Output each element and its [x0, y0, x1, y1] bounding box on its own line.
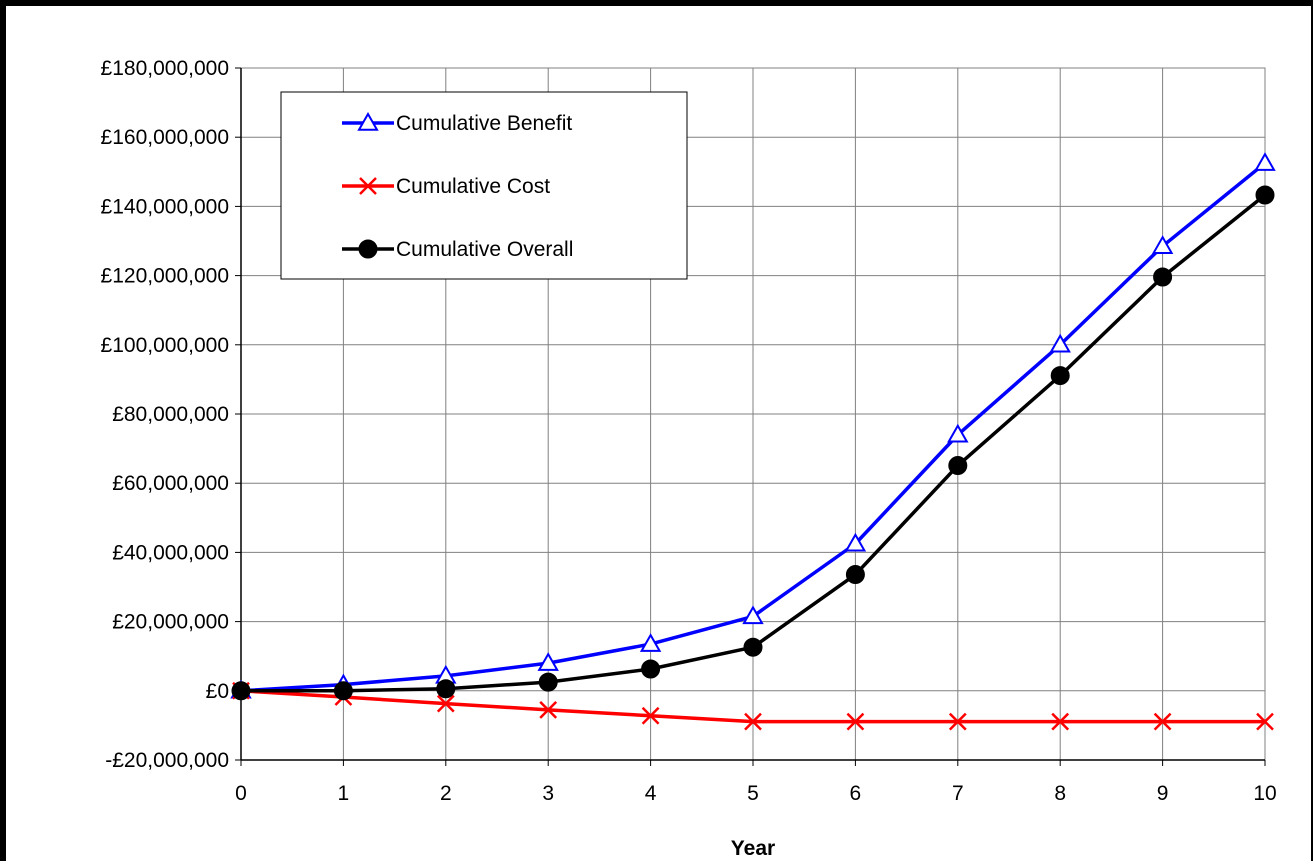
cumulative-overall-point — [641, 659, 661, 679]
cumulative-overall-series — [231, 185, 1275, 701]
y-tick-label: £140,000,000 — [101, 195, 229, 218]
x-marker-stroke — [539, 700, 558, 719]
x-tick-label: 8 — [1054, 782, 1066, 805]
x-tick-label: 7 — [952, 782, 964, 805]
cumulative-cost-point — [846, 712, 865, 731]
cumulative-benefit-point — [1151, 235, 1174, 254]
axes: -£20,000,000 £0 £20,000,000 £40,000,000 £60,… — [101, 57, 1277, 805]
cumulative-benefit-point — [947, 423, 969, 443]
legend-marker-cumulative-overall — [358, 239, 378, 259]
y-tick-label: £0 — [206, 680, 229, 703]
legend-marker-cumulative-cost — [359, 177, 377, 195]
cumulative-cost-point — [1153, 712, 1172, 731]
cumulative-cost-point — [744, 712, 762, 731]
cumulative-cost-point — [641, 706, 660, 725]
cumulative-benefit-point — [742, 605, 764, 625]
legend-item-cumulative-benefit: Cumulative Benefit — [342, 111, 572, 135]
legend-item-cumulative-cost: Cumulative Cost — [342, 175, 550, 198]
x-tick-label: 3 — [542, 782, 554, 805]
x-tick-label: 9 — [1157, 782, 1169, 805]
cumulative-cost-point — [436, 694, 455, 713]
cumulative-benefit-point — [639, 633, 662, 652]
x-marker-stroke — [436, 694, 455, 713]
cumulative-cost-point — [948, 712, 967, 731]
y-tick-label: £180,000,000 — [101, 57, 229, 80]
cumulative-overall-point — [538, 672, 558, 692]
y-tick-label: £120,000,000 — [101, 265, 229, 288]
series-layer — [230, 152, 1276, 731]
line-chart: -£20,000,000 £0 £20,000,000 £40,000,000 £60,… — [101, 57, 1277, 860]
y-tick-label: -£20,000,000 — [105, 749, 229, 772]
y-tick-label: £80,000,000 — [112, 403, 229, 426]
legend-label-cumulative-overall: Cumulative Overall — [396, 238, 573, 261]
x-marker-stroke — [1051, 712, 1070, 731]
cumulative-overall-point — [845, 565, 865, 585]
x-tick-label: 6 — [850, 782, 862, 805]
y-tick-label: £60,000,000 — [112, 472, 229, 495]
y-tick-label: £160,000,000 — [101, 126, 229, 149]
cumulative-overall-point — [436, 679, 456, 699]
x-tick-label: 0 — [235, 782, 247, 805]
x-marker-stroke — [744, 712, 762, 731]
cumulative-benefit-point — [1049, 333, 1071, 353]
x-marker-stroke — [846, 712, 865, 731]
cumulative-cost-point — [539, 700, 558, 719]
x-tick-label: 2 — [440, 782, 452, 805]
cumulative-cost-point — [1051, 712, 1070, 731]
cumulative-benefit-point — [537, 652, 559, 671]
legend-marker-cumulative-benefit — [357, 111, 379, 131]
cumulative-overall-point — [743, 637, 763, 657]
legend-label-cumulative-benefit: Cumulative Benefit — [396, 112, 572, 135]
cumulative-benefit-point — [1254, 152, 1276, 171]
x-tick-label: 5 — [747, 782, 759, 805]
x-tick-label: 4 — [645, 782, 657, 805]
cumulative-overall-point — [333, 681, 353, 701]
cumulative-overall-point — [1255, 185, 1275, 205]
legend: Cumulative Benefit Cumulative Cost Cumulat… — [280, 91, 688, 280]
y-tick-label: £100,000,000 — [101, 334, 229, 357]
cumulative-cost-point — [1256, 712, 1274, 731]
cumulative-overall-point — [948, 456, 968, 476]
x-marker-stroke — [359, 177, 377, 195]
cumulative-overall-point — [231, 681, 251, 701]
x-tick-label: 10 — [1253, 782, 1276, 805]
cumulative-overall-point — [1050, 366, 1070, 386]
x-marker-stroke — [1153, 712, 1172, 731]
x-axis-title: Year — [731, 837, 775, 860]
legend-label-cumulative-cost: Cumulative Cost — [396, 175, 550, 198]
y-tick-label: £40,000,000 — [112, 541, 229, 564]
x-marker-stroke — [948, 712, 967, 731]
x-marker-stroke — [1256, 712, 1274, 731]
x-marker-stroke — [641, 706, 660, 725]
y-tick-label: £20,000,000 — [112, 611, 229, 634]
cumulative-overall-point — [1153, 267, 1173, 287]
legend-item-cumulative-overall: Cumulative Overall — [342, 238, 573, 261]
x-tick-label: 1 — [338, 782, 350, 805]
cumulative-benefit-point — [844, 532, 867, 552]
